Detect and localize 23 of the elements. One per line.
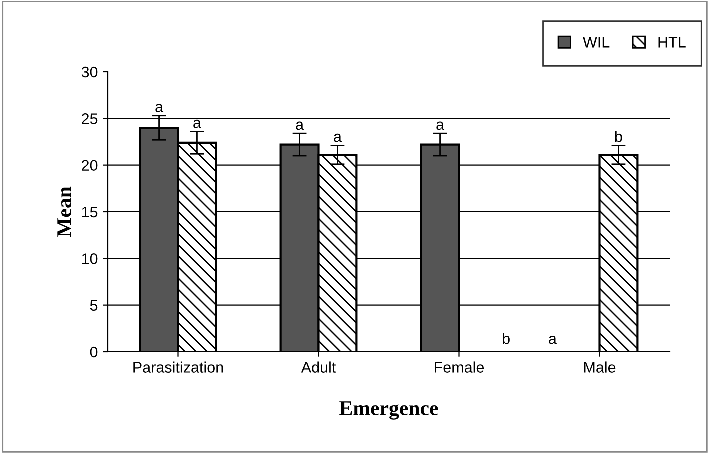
annotation: a <box>194 120 202 128</box>
x-tick-label: Male <box>584 362 616 373</box>
annotation: b <box>503 333 510 344</box>
annotation: a <box>549 336 557 344</box>
annotation: a <box>436 122 445 130</box>
y-tick-label: 10 <box>82 254 98 264</box>
x-axis-title: Emergence <box>340 402 438 420</box>
x-tick-label: Female <box>435 362 484 373</box>
annotation: a <box>156 104 164 112</box>
y-tick-label: 30 <box>82 66 98 78</box>
annotation: a <box>296 122 304 130</box>
y-tick-label: 15 <box>82 207 98 218</box>
y-tick-label: 0 <box>90 346 98 358</box>
annotation: b <box>615 131 622 142</box>
x-tick-label: Parasitization <box>134 362 224 373</box>
annotation: a <box>334 134 342 142</box>
legend-label: HTL <box>658 37 686 48</box>
y-tick-label: 5 <box>90 300 98 312</box>
x-tick-label: Adult <box>301 362 336 373</box>
y-axis-title: Mean <box>58 186 72 238</box>
y-tick-label: 20 <box>82 160 98 172</box>
y-tick-label: 25 <box>82 114 98 124</box>
legend-label: WIL <box>583 37 610 48</box>
